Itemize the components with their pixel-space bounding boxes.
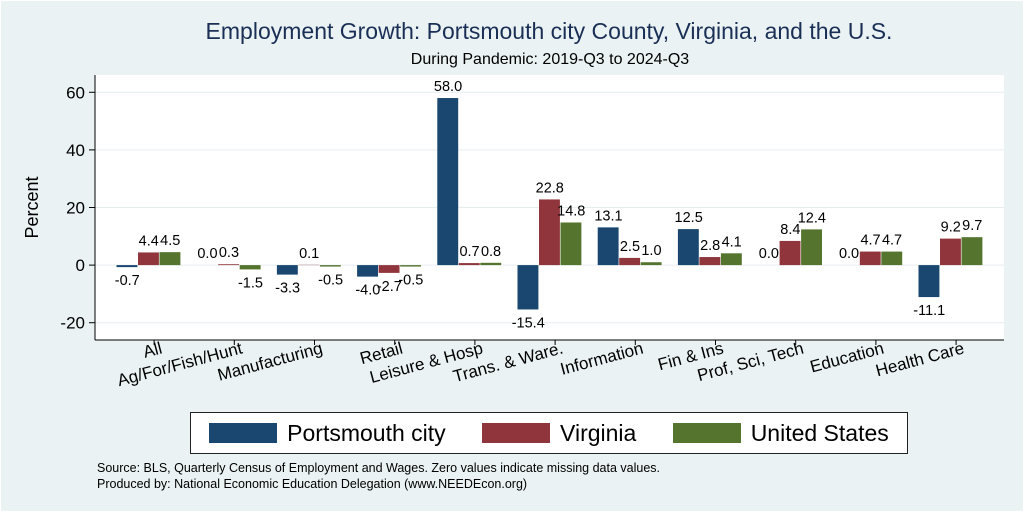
y-tick-label: 60 bbox=[66, 83, 85, 102]
bar-united-states-8 bbox=[801, 229, 822, 266]
bar-virginia-8 bbox=[779, 240, 801, 266]
x-tick-label: Health Care bbox=[874, 339, 967, 381]
x-tick-label: Information bbox=[558, 339, 645, 379]
bar-virginia-4 bbox=[458, 263, 480, 266]
data-label: 0.8 bbox=[481, 244, 501, 260]
legend-label-united-states: United States bbox=[750, 419, 889, 446]
bar-portsmouth-city-7 bbox=[677, 229, 699, 266]
bar-united-states-3 bbox=[400, 265, 421, 267]
data-label: -0.5 bbox=[318, 273, 343, 289]
data-label: 0.3 bbox=[219, 245, 239, 261]
bar-virginia-10 bbox=[940, 238, 961, 266]
data-label: 4.7 bbox=[860, 233, 880, 249]
data-label: -0.5 bbox=[398, 273, 423, 289]
data-label: 4.4 bbox=[139, 233, 159, 249]
bar-united-states-4 bbox=[480, 262, 502, 266]
data-label: 4.5 bbox=[160, 233, 180, 249]
bar-portsmouth-city-10 bbox=[918, 265, 940, 298]
bar-united-states-9 bbox=[881, 251, 903, 266]
bar-virginia-0 bbox=[138, 252, 159, 266]
data-label: 9.2 bbox=[941, 220, 961, 236]
bar-virginia-7 bbox=[699, 257, 721, 266]
data-label: 4.1 bbox=[722, 234, 742, 250]
bar-virginia-6 bbox=[619, 257, 641, 266]
legend-swatch-portsmouth bbox=[209, 423, 278, 443]
data-label: 12.4 bbox=[798, 210, 826, 226]
data-label: 0.0 bbox=[197, 246, 217, 262]
bar-united-states-7 bbox=[720, 253, 742, 266]
data-label: 2.5 bbox=[620, 239, 640, 255]
legend-swatch-united-states bbox=[672, 423, 741, 443]
data-label: 8.4 bbox=[780, 222, 800, 238]
y-axis-label: Percent bbox=[22, 176, 42, 238]
legend-label-portsmouth: Portsmouth city bbox=[287, 419, 446, 446]
bar-united-states-5 bbox=[560, 222, 582, 266]
source-note: Source: BLS, Quarterly Census of Employm… bbox=[97, 461, 661, 475]
x-tick-label: All bbox=[141, 339, 164, 362]
bar-virginia-5 bbox=[539, 199, 560, 266]
data-label: -15.4 bbox=[512, 315, 545, 331]
bar-virginia-9 bbox=[859, 251, 881, 266]
y-tick-label: 20 bbox=[66, 199, 85, 218]
legend-label-virginia: Virginia bbox=[560, 419, 637, 446]
data-label: 13.1 bbox=[594, 208, 622, 224]
produced-note: Produced by: National Economic Education… bbox=[97, 477, 528, 491]
legend: Portsmouth city Virginia United States bbox=[190, 412, 908, 454]
legend-swatch-virginia bbox=[482, 423, 551, 443]
y-tick-label: 0 bbox=[76, 256, 85, 275]
data-label: -1.5 bbox=[238, 275, 263, 291]
data-label: 14.8 bbox=[557, 203, 585, 219]
chart-notes: Source: BLS, Quarterly Census of Employm… bbox=[97, 460, 660, 492]
data-label: 0.0 bbox=[759, 246, 779, 262]
data-label: 0.1 bbox=[299, 246, 319, 262]
data-label: -2.7 bbox=[377, 279, 402, 295]
x-tick-label: Education bbox=[808, 339, 886, 377]
bar-portsmouth-city-2 bbox=[276, 265, 298, 275]
chart-subtitle: During Pandemic: 2019-Q3 to 2024-Q3 bbox=[410, 51, 690, 68]
y-tick-label: -20 bbox=[60, 314, 85, 333]
data-label: -3.3 bbox=[275, 281, 300, 297]
data-label: -4.0 bbox=[355, 283, 380, 299]
bar-portsmouth-city-3 bbox=[357, 265, 378, 277]
data-label: 12.5 bbox=[675, 210, 703, 226]
legend-item-virginia: Virginia bbox=[482, 420, 636, 447]
data-label: -11.1 bbox=[913, 303, 945, 319]
bar-united-states-0 bbox=[159, 252, 181, 266]
data-label: 0.7 bbox=[459, 244, 479, 260]
bar-portsmouth-city-0 bbox=[116, 265, 138, 268]
bar-united-states-10 bbox=[961, 237, 983, 266]
data-label: 2.8 bbox=[700, 238, 720, 254]
bar-united-states-2 bbox=[319, 265, 341, 267]
chart-title: Employment Growth: Portsmouth city Count… bbox=[205, 18, 893, 44]
data-label: 4.7 bbox=[882, 233, 902, 249]
data-label: 0.0 bbox=[839, 246, 859, 262]
bar-united-states-6 bbox=[640, 262, 662, 266]
data-label: 58.0 bbox=[434, 79, 462, 95]
legend-item-united-states: United States bbox=[672, 419, 889, 447]
bar-united-states-1 bbox=[239, 265, 261, 270]
bar-virginia-3 bbox=[378, 265, 400, 273]
bar-portsmouth-city-6 bbox=[597, 227, 619, 266]
data-label: 9.7 bbox=[962, 218, 982, 234]
legend-item-portsmouth: Portsmouth city bbox=[209, 420, 446, 447]
data-label: 1.0 bbox=[641, 243, 661, 259]
bar-portsmouth-city-4 bbox=[437, 98, 459, 266]
y-tick-label: 40 bbox=[66, 141, 85, 160]
data-label: -0.7 bbox=[115, 273, 140, 289]
bar-portsmouth-city-5 bbox=[517, 265, 539, 310]
data-label: 22.8 bbox=[536, 180, 564, 196]
bar-virginia-1 bbox=[218, 264, 240, 266]
